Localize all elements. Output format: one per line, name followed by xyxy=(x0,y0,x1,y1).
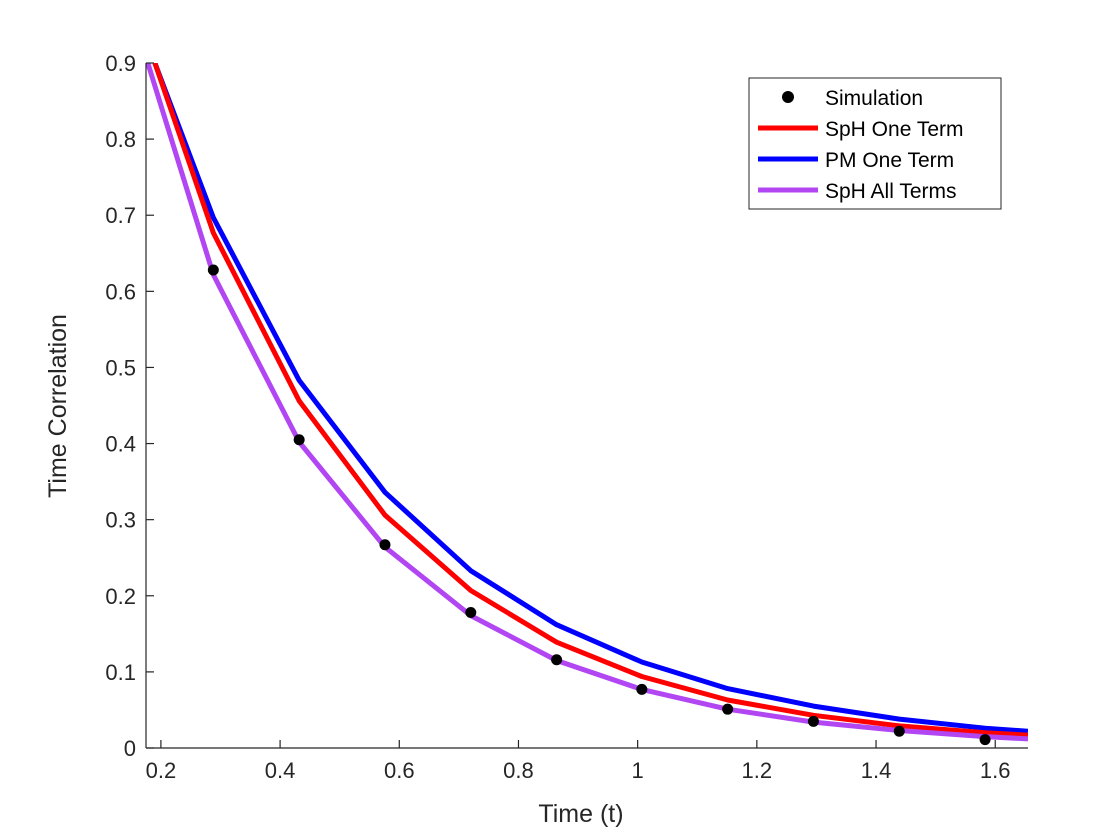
legend-label-simulation: Simulation xyxy=(825,87,923,110)
simulation-point xyxy=(722,703,734,715)
x-tick-label: 0.6 xyxy=(384,758,415,783)
series-line-pm-one-term xyxy=(152,63,1028,734)
simulation-point xyxy=(807,715,819,727)
simulation-point xyxy=(379,539,391,551)
simulation-point xyxy=(893,725,905,737)
x-tick-label: 0.8 xyxy=(503,758,534,783)
simulation-point xyxy=(636,683,648,695)
y-tick-label: 0.5 xyxy=(105,355,136,380)
x-tick-label: 1.4 xyxy=(861,758,892,783)
legend-label-sph-one-term: SpH One Term xyxy=(825,118,964,141)
x-tick-label: 1.6 xyxy=(980,758,1011,783)
series-line-sph-all-terms xyxy=(146,63,1028,742)
simulation-point xyxy=(551,654,563,666)
y-tick-label: 0.8 xyxy=(105,127,136,152)
series-layer xyxy=(146,63,1028,746)
y-tick-label: 0 xyxy=(124,736,136,761)
y-tick-label: 0.1 xyxy=(105,660,136,685)
y-tick-label: 0.9 xyxy=(105,51,136,76)
simulation-point xyxy=(207,264,219,276)
y-tick-label: 0.3 xyxy=(105,508,136,533)
y-tick-label: 0.4 xyxy=(105,432,136,457)
x-tick-label: 1.2 xyxy=(742,758,773,783)
x-axis-title: Time (t) xyxy=(538,800,623,828)
x-tick-label: 0.2 xyxy=(146,758,177,783)
y-axis-title: Time Correlation xyxy=(44,314,72,498)
simulation-point xyxy=(293,434,305,446)
ticks-layer: 0.2 0.4 0.6 0.8 1 1.2 1.4 1.6 0 0.1 0.2 0.3 0.4 0.5 0.… xyxy=(105,51,1010,783)
legend-label-sph-all-terms: SpH All Terms xyxy=(825,180,957,203)
legend-label-pm-one-term: PM One Term xyxy=(825,149,954,172)
y-tick-label: 0.7 xyxy=(105,203,136,228)
legend: Simulation SpH One Term PM One Term SpH All… xyxy=(748,77,1002,210)
legend-marker-simulation xyxy=(782,91,794,103)
x-tick-label: 1 xyxy=(632,758,644,783)
x-tick-label: 0.4 xyxy=(265,758,296,783)
axis-layer xyxy=(145,63,1028,749)
simulation-point xyxy=(979,734,991,746)
y-tick-label: 0.2 xyxy=(105,584,136,609)
series-line-sph-one-term xyxy=(152,63,1028,738)
y-tick-label: 0.6 xyxy=(105,279,136,304)
simulation-point xyxy=(465,607,477,619)
